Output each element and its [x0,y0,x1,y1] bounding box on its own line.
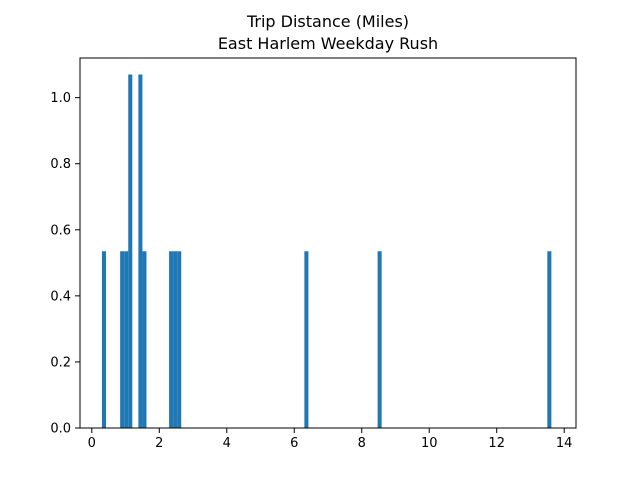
x-tick-label: 8 [358,436,366,451]
histogram-bar [169,251,174,428]
y-tick-label: 0.0 [50,422,71,437]
x-tick-label: 4 [223,436,231,451]
histogram-bar [177,251,182,428]
histogram-bar [304,251,309,428]
y-tick-label: 0.6 [50,223,71,238]
y-tick-label: 1.0 [50,91,71,106]
y-tick-label: 0.8 [50,157,71,172]
x-tick-label: 10 [421,436,438,451]
histogram-bars [101,74,552,429]
y-tick-label: 0.2 [50,355,71,370]
histogram-bar [101,251,106,428]
x-axis: 0 2 4 6 8 10 12 14 [88,428,573,451]
histogram-bar [142,251,147,428]
chart-subtitle: East Harlem Weekday Rush [218,34,438,53]
y-tick-label: 0.4 [50,289,71,304]
x-tick-label: 0 [88,436,96,451]
chart-title: Trip Distance (Miles) [246,12,409,31]
plot-frame [79,57,577,429]
x-tick-label: 2 [155,436,163,451]
histogram-bar [173,251,178,428]
histogram-bar [124,251,129,428]
histogram-bar [547,251,552,428]
x-tick-label: 14 [556,436,573,451]
x-tick-label: 6 [290,436,298,451]
histogram-bar [138,74,143,429]
x-tick-label: 12 [488,436,505,451]
y-axis: 0.0 0.2 0.4 0.6 0.8 1.0 [50,91,80,437]
histogram-bar [377,251,382,428]
histogram-bar [128,74,133,429]
histogram-bar [120,251,125,428]
